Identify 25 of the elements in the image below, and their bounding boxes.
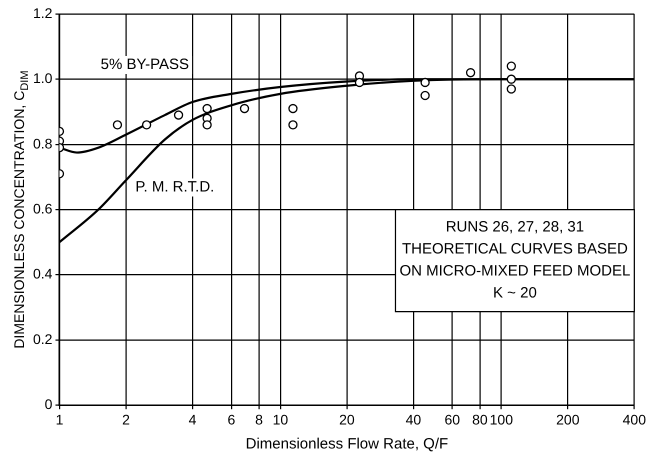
- x-tick-label: 1: [56, 411, 64, 428]
- y-tick-label: 0.4: [32, 266, 53, 282]
- x-tick-label: 4: [188, 411, 197, 428]
- x-tick-label: 6: [227, 411, 236, 428]
- x-tick-label: 80: [472, 411, 488, 428]
- x-tick-label: 200: [556, 411, 580, 428]
- y-axis-title: DIMENSIONLESS CONCENTRATION, CDIM: [10, 70, 32, 349]
- y-tick-label: 0.6: [32, 200, 53, 216]
- y-tick-label: 0.2: [32, 330, 53, 347]
- annotation: RUNS 26, 27, 28, 31 THEORETICAL CURVES BASED ON MICRO-MIXED FEED MODEL K ~ 20: [399, 218, 630, 302]
- x-tick-label: 2: [122, 411, 130, 428]
- y-tick-label: 1.2: [32, 4, 53, 21]
- x-tick-label: 20: [339, 411, 355, 428]
- x-tick-label: 10: [272, 411, 288, 428]
- y-tick-label: 0: [44, 396, 53, 412]
- x-tick-label: 100: [490, 411, 514, 428]
- x-tick-label: 400: [622, 411, 646, 428]
- y-tick-label: 1.0: [32, 70, 53, 86]
- x-axis-title: Dimensionless Flow Rate, Q/F: [246, 436, 448, 453]
- x-tick-label: 60: [444, 411, 460, 428]
- x-tick-label: 40: [406, 411, 422, 428]
- series-label: 5% BY-PASS: [100, 56, 190, 74]
- y-tick-label: 0.8: [32, 135, 53, 152]
- series-label: P. M. R.T.D.: [135, 178, 214, 196]
- x-tick-label: 8: [255, 411, 264, 428]
